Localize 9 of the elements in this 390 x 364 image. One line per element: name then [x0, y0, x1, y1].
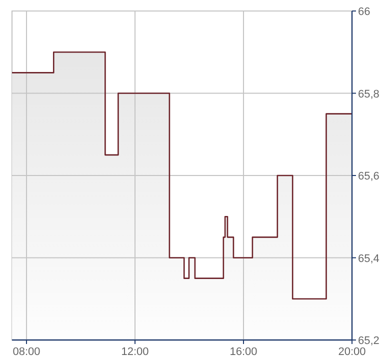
y-tick-label: 65,6 — [358, 170, 380, 182]
y-tick-label: 65,4 — [358, 252, 380, 265]
y-tick-label: 65,2 — [358, 335, 380, 347]
x-tick-label: 08:00 — [12, 346, 40, 358]
y-tick-label: 66 — [358, 6, 370, 18]
x-tick-label: 16:00 — [230, 346, 258, 358]
y-tick-label: 65,8 — [358, 88, 380, 100]
x-tick-label: 12:00 — [121, 346, 149, 358]
x-tick-label: 20:00 — [338, 346, 366, 358]
